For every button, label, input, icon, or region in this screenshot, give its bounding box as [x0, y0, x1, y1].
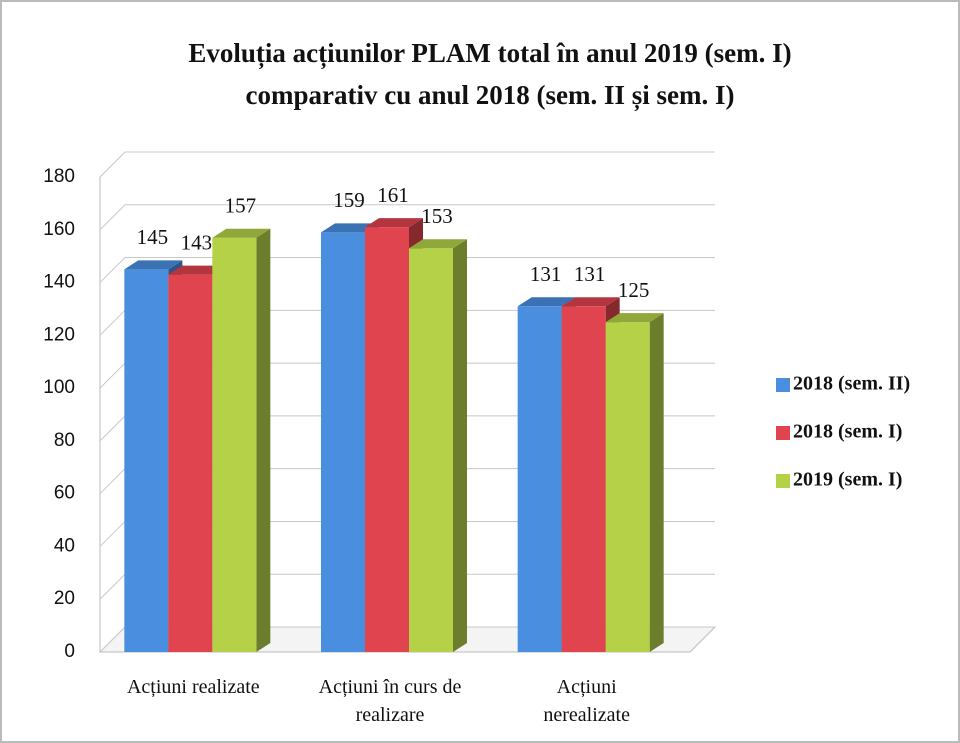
- bar-front: [365, 227, 409, 652]
- bar-top: [561, 297, 620, 307]
- chart-title: Evoluția acțiunilor PLAM total în anul 2…: [188, 38, 791, 111]
- y-tick-label: 100: [43, 377, 75, 398]
- bar-top: [605, 313, 664, 323]
- bar-front: [168, 274, 213, 652]
- value-label: 157: [225, 194, 257, 218]
- x-tick-label: Acțiuni nerealizate: [543, 676, 630, 726]
- value-label: 161: [377, 183, 409, 207]
- grid-line: [99, 204, 715, 231]
- bar-side: [256, 228, 271, 652]
- value-label: 131: [530, 262, 562, 286]
- y-tick-label: 60: [54, 483, 75, 504]
- x-tick-label: Acțiuni în curs de realizare: [319, 676, 462, 726]
- bar-top: [517, 297, 576, 307]
- legend-label: 2019 (sem. I): [793, 469, 902, 491]
- bar: [212, 228, 271, 652]
- legend-label: 2018 (sem. II): [793, 373, 910, 395]
- value-label: 159: [333, 188, 365, 212]
- legend-label: 2018 (sem. I): [793, 421, 902, 443]
- bar-top: [365, 218, 423, 228]
- bar: [409, 239, 467, 652]
- bar-front: [212, 237, 257, 652]
- x-tick-label: Acțiuni realizate: [127, 676, 260, 698]
- bar-side: [453, 239, 467, 652]
- y-tick-label: 40: [54, 535, 75, 556]
- bar-front: [517, 306, 562, 652]
- bar-front: [561, 306, 606, 652]
- y-tick-label: 0: [64, 641, 75, 662]
- legend-swatch: [776, 426, 790, 440]
- value-label: 145: [137, 225, 169, 249]
- y-tick-label: 180: [43, 166, 75, 187]
- y-tick-label: 160: [43, 219, 75, 240]
- y-tick-label: 20: [54, 588, 75, 609]
- bar-top: [321, 223, 379, 233]
- value-label: 131: [574, 262, 606, 286]
- legend-swatch: [776, 378, 790, 392]
- bar-top: [168, 265, 227, 275]
- grid-line: [99, 151, 715, 178]
- bar: [605, 313, 664, 652]
- value-label: 153: [421, 204, 453, 228]
- bar-top: [124, 260, 183, 270]
- bar-top: [212, 228, 271, 238]
- bar-front: [124, 269, 169, 652]
- bar-front: [409, 248, 453, 652]
- bar-front: [321, 232, 365, 652]
- grid-line: [99, 257, 715, 283]
- y-tick-label: 80: [54, 430, 75, 451]
- bar-front: [605, 322, 650, 652]
- bar-side: [649, 313, 664, 652]
- y-tick-label: 140: [43, 272, 75, 293]
- bar-top: [409, 239, 467, 249]
- value-label: 143: [181, 230, 213, 254]
- legend-swatch: [776, 474, 790, 488]
- value-label: 125: [618, 278, 650, 302]
- y-tick-label: 120: [43, 324, 75, 345]
